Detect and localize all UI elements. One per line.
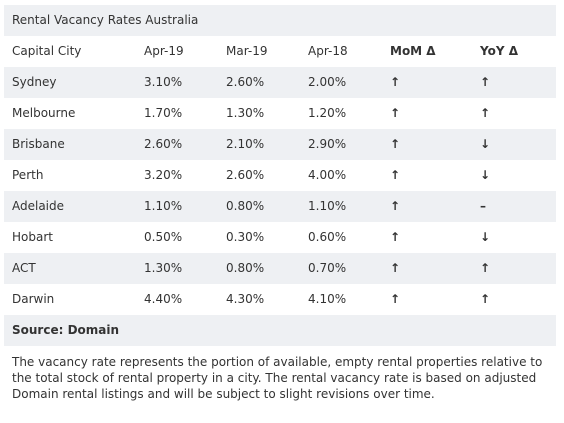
table-row: Sydney 3.10% 2.60% 2.00% ↑ ↑ bbox=[4, 67, 556, 98]
cell: 2.60% bbox=[226, 75, 265, 89]
row-label: Hobart bbox=[12, 230, 53, 244]
table-row: Hobart 0.50% 0.30% 0.60% ↑ ↓ bbox=[4, 222, 556, 253]
cell: 2.10% bbox=[226, 137, 265, 151]
cell: ↑ bbox=[480, 75, 491, 89]
cell: MoM Δ bbox=[390, 44, 436, 58]
cell: ↑ bbox=[390, 75, 401, 89]
cell: ↑ bbox=[480, 261, 491, 275]
cell: Apr-18 bbox=[308, 44, 348, 58]
cell: 1.30% bbox=[226, 106, 265, 120]
cell: ↑ bbox=[390, 137, 401, 151]
row-label: Adelaide bbox=[12, 199, 65, 213]
cell: Apr-19 bbox=[144, 44, 184, 58]
cell: 3.20% bbox=[144, 168, 183, 182]
cell: 0.50% bbox=[144, 230, 183, 244]
source: Source: Domain bbox=[4, 315, 556, 346]
table-row: Perth 3.20% 2.60% 4.00% ↑ ↓ bbox=[4, 160, 556, 191]
cell: Mar-19 bbox=[226, 44, 268, 58]
cell: ↓ bbox=[480, 230, 491, 244]
cell: 4.40% bbox=[144, 292, 183, 306]
cell: ↓ bbox=[480, 168, 491, 182]
cell: YoY Δ bbox=[480, 44, 518, 58]
cell: 2.60% bbox=[144, 137, 183, 151]
table-row: Darwin 4.40% 4.30% 4.10% ↑ ↑ bbox=[4, 284, 556, 315]
cell: ↑ bbox=[390, 199, 401, 213]
cell: 2.60% bbox=[226, 168, 265, 182]
cell: 1.10% bbox=[144, 199, 183, 213]
cell: ↑ bbox=[390, 106, 401, 120]
cell: ↑ bbox=[390, 261, 401, 275]
table-row: Melbourne 1.70% 1.30% 1.20% ↑ ↑ bbox=[4, 98, 556, 129]
cell: ↑ bbox=[480, 292, 491, 306]
cell: 2.90% bbox=[308, 137, 347, 151]
cell: 0.30% bbox=[226, 230, 265, 244]
cell: 1.20% bbox=[308, 106, 347, 120]
cell: ↓ bbox=[480, 137, 491, 151]
cell: ↑ bbox=[390, 292, 401, 306]
row-label: Brisbane bbox=[12, 137, 65, 151]
header-row: Capital City Apr-19 Mar-19 Apr-18 MoM Δ YoY Δ bbox=[4, 36, 556, 67]
table-row: ACT 1.30% 0.80% 0.70% ↑ ↑ bbox=[4, 253, 556, 284]
cell: ↑ bbox=[480, 106, 491, 120]
cell: 1.10% bbox=[308, 199, 347, 213]
cell: 4.30% bbox=[226, 292, 265, 306]
cell: 2.00% bbox=[308, 75, 347, 89]
note: The vacancy rate represents the portion … bbox=[12, 355, 543, 401]
cell: 0.60% bbox=[308, 230, 347, 244]
table-row: Brisbane 2.60% 2.10% 2.90% ↑ ↓ bbox=[4, 129, 556, 160]
cell: 3.10% bbox=[144, 75, 183, 89]
table-row: Adelaide 1.10% 0.80% 1.10% ↑ – bbox=[4, 191, 556, 222]
cell: – bbox=[480, 199, 486, 213]
vacancy-table: Rental Vacancy Rates Australia Capital C… bbox=[4, 5, 556, 420]
row-label: ACT bbox=[12, 261, 36, 275]
row-label: Melbourne bbox=[12, 106, 76, 120]
row-label: Capital City bbox=[12, 44, 82, 58]
cell: 1.70% bbox=[144, 106, 183, 120]
row-label: Darwin bbox=[12, 292, 55, 306]
table-body: Capital City Apr-19 Mar-19 Apr-18 MoM Δ YoY Δ… bbox=[4, 36, 556, 315]
row-label: Perth bbox=[12, 168, 44, 182]
cell: 0.80% bbox=[226, 261, 265, 275]
cell: 4.00% bbox=[308, 168, 347, 182]
cell: ↑ bbox=[390, 168, 401, 182]
cell: 4.10% bbox=[308, 292, 347, 306]
cell: 1.30% bbox=[144, 261, 183, 275]
table-title: Rental Vacancy Rates Australia bbox=[4, 5, 556, 36]
cell: ↑ bbox=[390, 230, 401, 244]
cell: 0.70% bbox=[308, 261, 347, 275]
row-label: Sydney bbox=[12, 75, 57, 89]
cell: 0.80% bbox=[226, 199, 265, 213]
